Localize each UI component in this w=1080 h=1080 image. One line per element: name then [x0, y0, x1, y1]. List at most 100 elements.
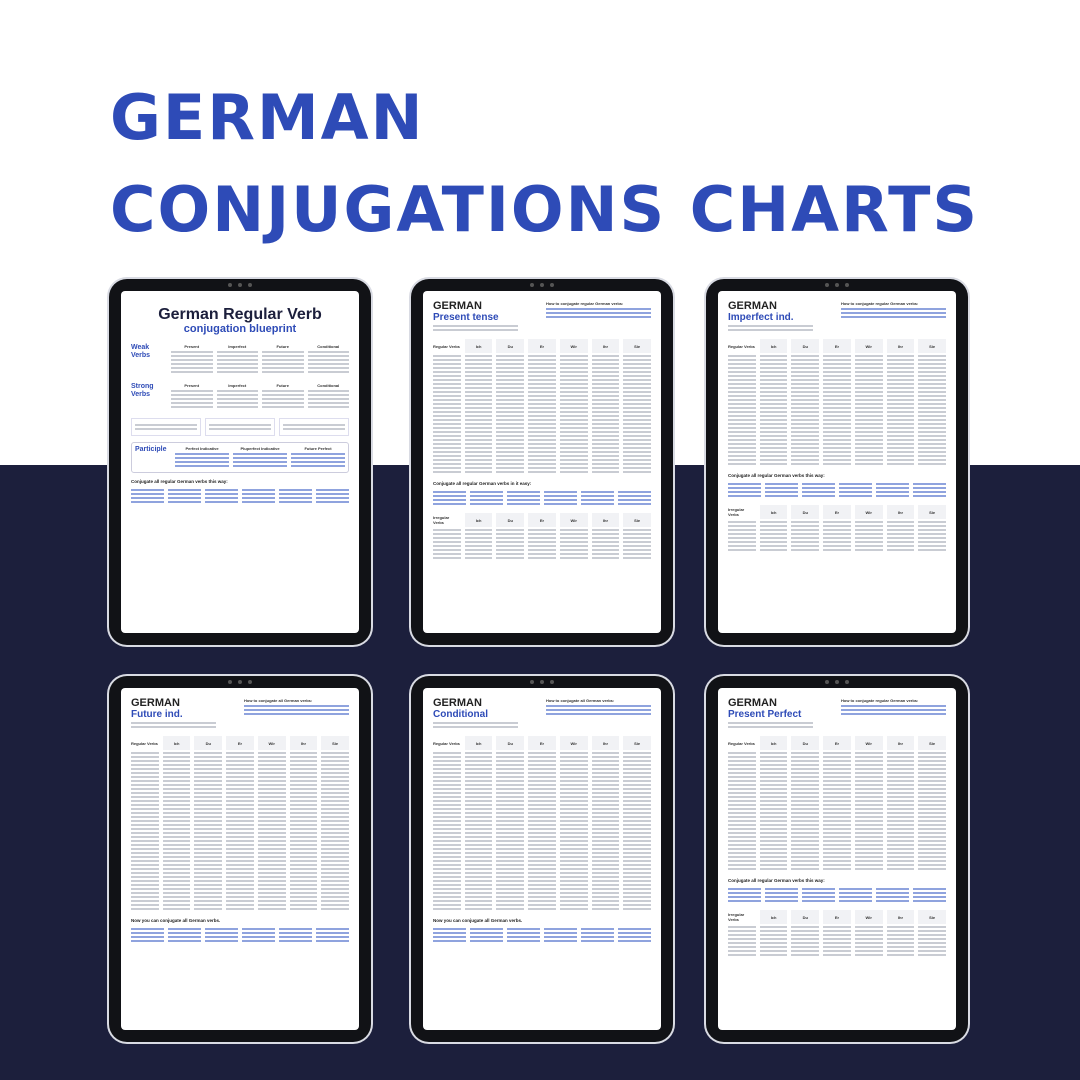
pronoun-header: Du: [496, 339, 525, 353]
pronoun-header: Wir: [559, 513, 588, 527]
blueprint-subtitle: conjugation blueprint: [183, 323, 297, 335]
verb-list: [131, 926, 349, 944]
pronoun-header: Sie: [623, 339, 652, 353]
conjugation-table: Regular Verbs Ich Du Er Wir Ihr Sie: [728, 339, 947, 467]
page-heading: GERMAN: [728, 300, 777, 312]
pronoun-header: Ich: [759, 505, 788, 519]
pronoun-header: Du: [496, 513, 525, 527]
regular-verbs-label: Regular Verbs: [433, 740, 460, 746]
tense-title: Present Perfect: [728, 709, 802, 720]
how-to-heading: How to conjugate regular German verbs:: [841, 301, 919, 306]
verb-list: [728, 481, 946, 499]
pronoun-header: Ihr: [886, 910, 915, 924]
participle-header: Perfect Indicative: [185, 446, 219, 451]
regular-verbs-label: Regular Verbs: [433, 343, 460, 349]
conjugation-table: Regular Verbs Ich Du Er Wir Ihr Sie: [433, 736, 652, 912]
conjugation-table: Regular Verbs Ich Du Er Wir Ihr Sie: [433, 339, 652, 475]
page-heading: GERMAN: [433, 300, 482, 312]
pronoun-header: Ihr: [886, 736, 915, 750]
pronoun-header: Sie: [918, 505, 947, 519]
pronoun-header: Du: [791, 505, 820, 519]
tense-header: Present: [184, 383, 200, 388]
pronoun-header: Wir: [854, 736, 883, 750]
tablet-screen: GERMAN Present Perfect How to conjugate re…: [718, 688, 956, 1030]
pronoun-header: Er: [226, 736, 254, 750]
camera-dots: [228, 283, 252, 287]
pronoun-header: Er: [528, 736, 556, 750]
pronoun-header: Ihr: [591, 339, 620, 353]
pronoun-header: Du: [791, 736, 820, 750]
tablet-blueprint: German Regular Verb conjugation blueprin…: [109, 279, 371, 645]
pronoun-header: Ihr: [591, 513, 620, 527]
pronoun-header: Ihr: [886, 505, 915, 519]
tablet-screen: GERMAN Future ind. How to conjugate all Ge…: [121, 688, 359, 1030]
pronoun-header: Ich: [759, 736, 788, 750]
conjugation-table: Regular Verbs Ich Du Er Wir Ihr Sie: [728, 736, 947, 872]
tablet-tense-chart: GERMAN Conditional How to conjugate all Ge…: [411, 676, 673, 1042]
pronoun-header: Sie: [918, 910, 947, 924]
pronoun-header: Er: [823, 910, 851, 924]
tablet-tense-chart: GERMAN Present tense How to conjugate regu…: [411, 279, 673, 645]
tense-header: Present: [184, 344, 200, 349]
irregular-verbs-label: Irregular Verbs: [433, 515, 450, 525]
pronoun-header: Sie: [918, 736, 947, 750]
page-headline: GERMAN CONJUGATIONS CHARTS: [110, 72, 979, 256]
verb-list: [433, 926, 651, 944]
tablet-screen: GERMAN Present tense How to conjugate regu…: [423, 291, 661, 633]
tense-header: Conditional: [317, 383, 340, 388]
pronoun-header: Wir: [559, 736, 588, 750]
tense-header: Future: [276, 344, 289, 349]
camera-dots: [825, 283, 849, 287]
conjugate-all-heading: Conjugate all regular German verbs this …: [728, 473, 825, 478]
strong-verbs-row: Strong Verbs Present Imperfect Future Co…: [131, 383, 349, 410]
pronoun-header: Ich: [464, 339, 493, 353]
how-to-heading: How to conjugate regular German verbs:: [841, 698, 919, 703]
conjugate-all-heading: Conjugate all regular German verbs this …: [728, 878, 825, 883]
irregular-verbs-label: Irregular Verbs: [728, 912, 745, 922]
tablet-screen: German Regular Verb conjugation blueprin…: [121, 291, 359, 633]
pronoun-header: Er: [823, 736, 851, 750]
pronoun-header: Sie: [321, 736, 350, 750]
irregular-table: Irregular Verbs Ich Du Er Wir Ihr Sie: [728, 910, 947, 958]
camera-dots: [530, 283, 554, 287]
tablet-tense-chart: GERMAN Present Perfect How to conjugate re…: [706, 676, 968, 1042]
verb-list: [433, 489, 651, 507]
tense-header: Imperfect: [228, 383, 247, 388]
pronoun-header: Wir: [257, 736, 286, 750]
conjugate-all-heading: Conjugate all regular German verbs in it…: [433, 481, 532, 486]
irregular-verbs-label: Irregular Verbs: [728, 507, 745, 517]
how-to-heading: How to conjugate all German verbs:: [546, 698, 615, 703]
tense-header: Imperfect: [228, 344, 247, 349]
irregular-table: Irregular Verbs Ich Du Er Wir Ihr Sie: [433, 513, 652, 561]
pronoun-header: Wir: [854, 505, 883, 519]
pronoun-header: Er: [528, 339, 556, 353]
tense-title: Imperfect ind.: [728, 312, 794, 323]
pronoun-header: Er: [528, 513, 556, 527]
pronoun-header: Ich: [162, 736, 191, 750]
pronoun-header: Wir: [854, 910, 883, 924]
pronoun-header: Ich: [464, 513, 493, 527]
conjugation-table: Regular Verbs Ich Du Er Wir Ihr Sie: [131, 736, 350, 912]
pronoun-header: Sie: [623, 513, 652, 527]
page-heading: GERMAN: [728, 697, 777, 709]
conjugate-all-heading: Conjugate all regular German verbs this …: [131, 479, 228, 484]
page-heading: GERMAN: [131, 697, 180, 709]
pronoun-header: Sie: [623, 736, 652, 750]
tense-header: Conditional: [317, 344, 340, 349]
pronoun-header: Ich: [759, 339, 788, 353]
tablet-tense-chart: GERMAN Imperfect ind. How to conjugate reg…: [706, 279, 968, 645]
tense-title: Future ind.: [131, 709, 183, 720]
pronoun-header: Wir: [854, 339, 883, 353]
participle-label: Participle: [135, 446, 167, 453]
pronoun-header: Ihr: [886, 339, 915, 353]
pronoun-header: Er: [823, 505, 851, 519]
irregular-table: Irregular Verbs Ich Du Er Wir Ihr Sie: [728, 505, 947, 553]
pronoun-header: Ihr: [591, 736, 620, 750]
pronoun-header: Ich: [464, 736, 493, 750]
tense-title: Present tense: [433, 312, 499, 323]
pronoun-header: Du: [496, 736, 525, 750]
tablet-tense-chart: GERMAN Future ind. How to conjugate all Ge…: [109, 676, 371, 1042]
info-boxes: [131, 418, 349, 436]
pronoun-header: Er: [823, 339, 851, 353]
pronoun-header: Du: [791, 910, 820, 924]
